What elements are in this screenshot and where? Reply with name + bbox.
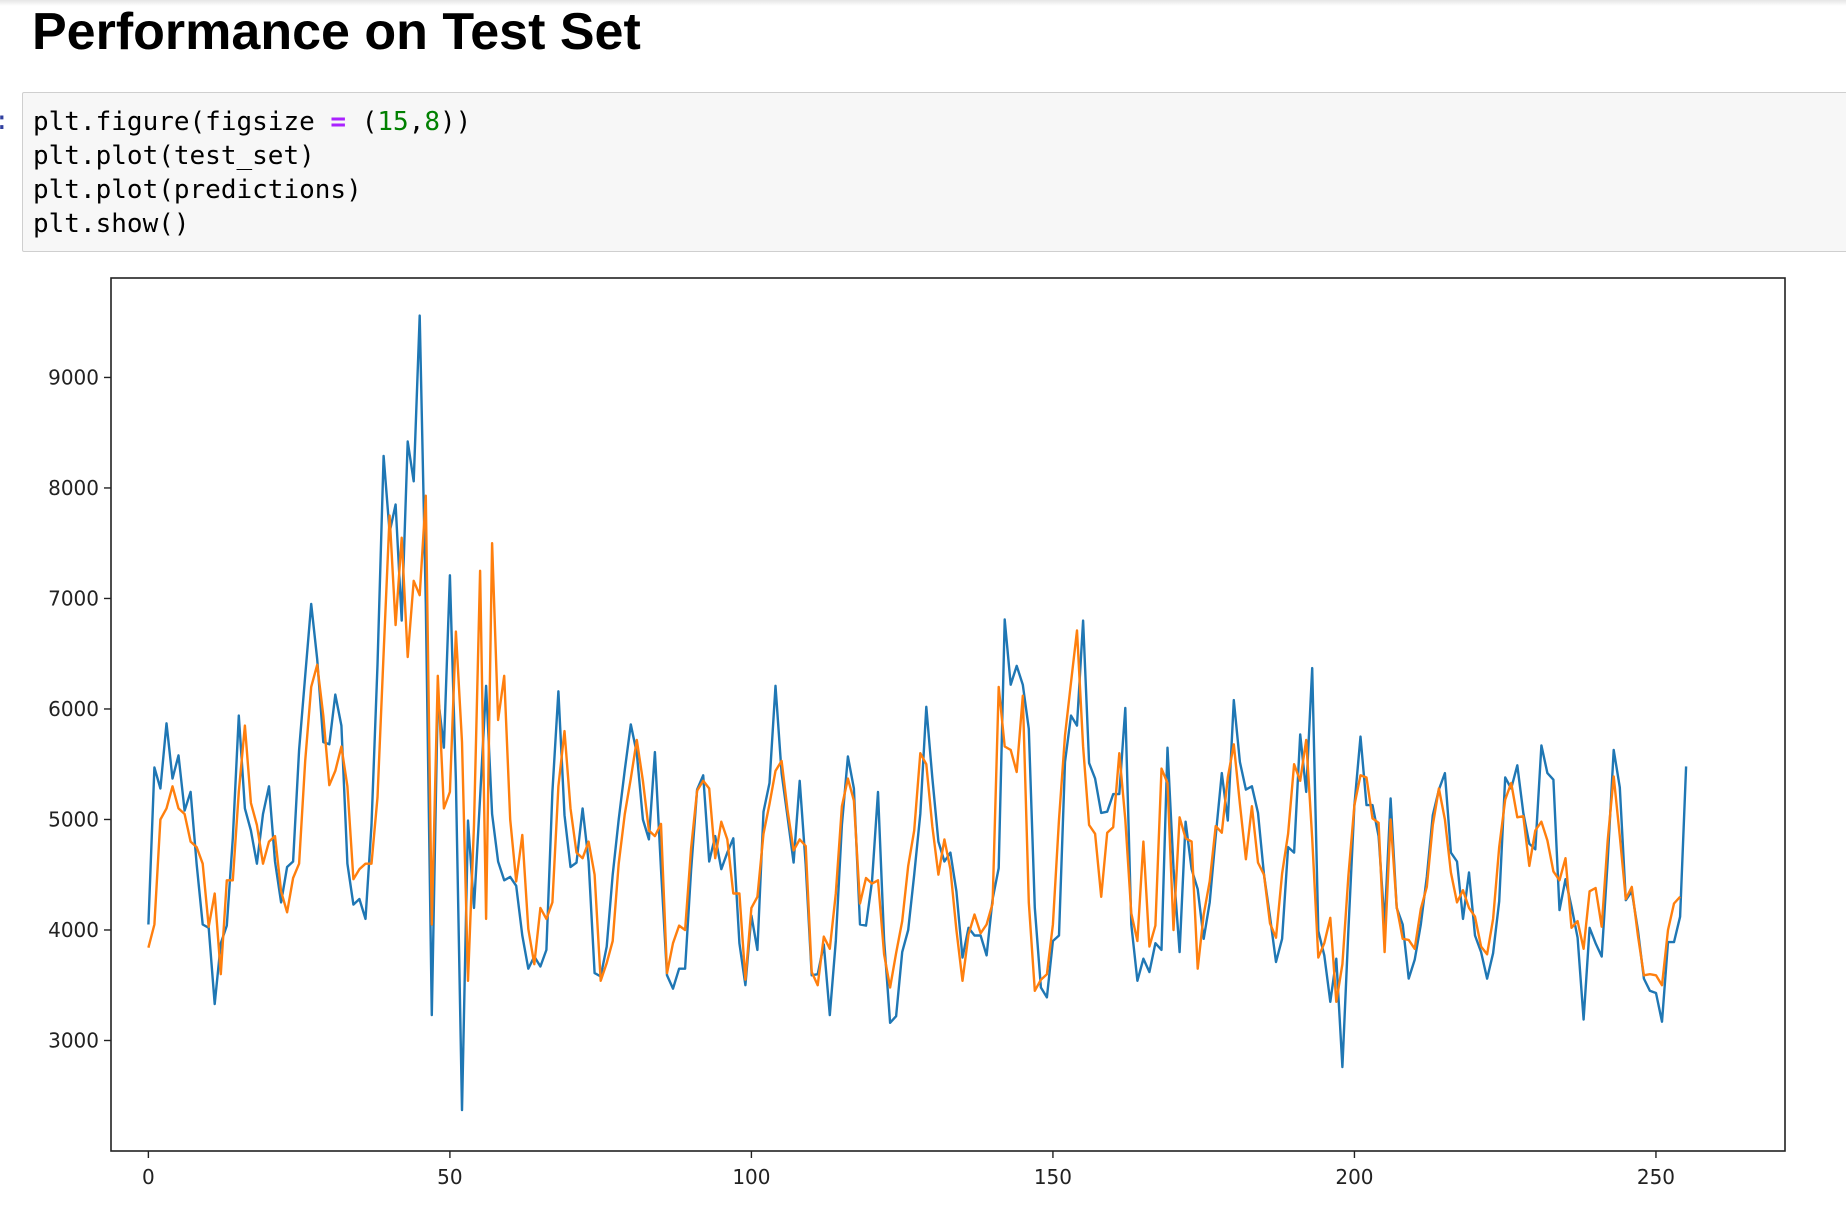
series-line-predictions xyxy=(147,494,1681,1003)
code-token: 15 xyxy=(377,107,409,137)
y-tick-label: 4000 xyxy=(48,918,99,942)
code-token: plt.figure(figsize xyxy=(33,107,331,137)
x-tick-label: 250 xyxy=(1637,1165,1675,1189)
code-line: plt.plot(test_set) xyxy=(33,139,471,173)
y-tick-label: 7000 xyxy=(48,586,99,610)
chart-series xyxy=(147,314,1688,1112)
code-line: plt.show() xyxy=(33,207,471,241)
y-tick-label: 9000 xyxy=(48,365,99,389)
plot-frame xyxy=(110,277,1786,1152)
code-cell[interactable]: plt.figure(figsize = (15,8)) plt.plot(tes… xyxy=(22,92,1846,252)
x-tick-label: 0 xyxy=(142,1165,155,1189)
code-line: plt.figure(figsize = (15,8)) xyxy=(33,105,471,139)
axis-ticks: 0 50 100 150 200 250 3000 4000 5000 6000 7000 8000 9… xyxy=(48,365,1675,1189)
x-tick-label: 100 xyxy=(732,1165,770,1189)
code-editor[interactable]: plt.figure(figsize = (15,8)) plt.plot(tes… xyxy=(33,105,471,241)
y-tick-label: 3000 xyxy=(48,1028,99,1052)
code-token: 8 xyxy=(424,107,441,137)
y-tick-label: 6000 xyxy=(48,697,99,721)
x-tick-label: 50 xyxy=(437,1165,462,1189)
code-token: = xyxy=(330,107,347,137)
y-tick-label: 8000 xyxy=(48,476,99,500)
code-line: plt.plot(predictions) xyxy=(33,173,471,207)
y-tick-label: 5000 xyxy=(48,807,99,831)
x-tick-label: 150 xyxy=(1034,1165,1072,1189)
code-token: , xyxy=(408,107,425,137)
notebook-top-edge xyxy=(0,0,1846,6)
cell-prompt: : xyxy=(0,104,10,138)
section-heading: Performance on Test Set xyxy=(32,3,641,61)
code-token: plt.plot(test_set) xyxy=(33,141,315,171)
code-token: )) xyxy=(440,107,472,137)
line-chart: 0 50 100 150 200 250 3000 4000 5000 6000 7000 8000 9… xyxy=(48,277,1786,1189)
code-token: ( xyxy=(346,107,378,137)
code-token: plt.plot(predictions) xyxy=(33,175,362,205)
code-token: plt.show() xyxy=(33,209,190,239)
cell-output: 0 50 100 150 200 250 3000 4000 5000 6000 7000 8000 9… xyxy=(0,262,1846,1218)
x-tick-label: 200 xyxy=(1335,1165,1373,1189)
